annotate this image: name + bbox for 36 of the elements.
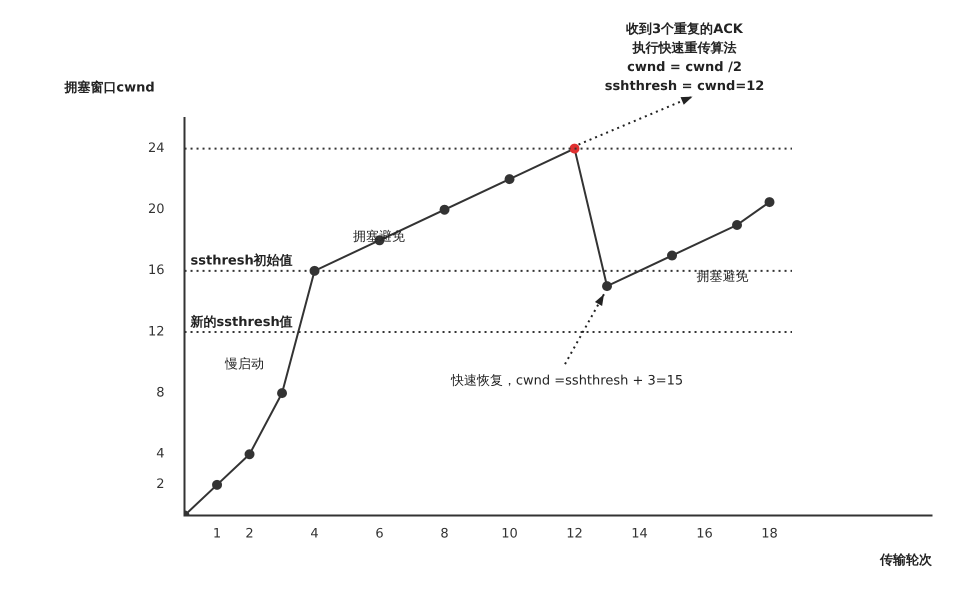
x-tick-label: 8 [440,526,449,542]
x-tick-label: 16 [696,526,713,542]
point [732,220,742,230]
y-tick-label: 12 [148,324,165,340]
point [277,388,288,398]
y-tick-label: 16 [148,263,165,278]
point [244,449,255,460]
point [602,281,612,292]
point [310,266,320,276]
annotation: 慢启动 [224,356,264,372]
x-tick-label: 4 [310,526,319,542]
y-tick-label: 24 [148,140,165,156]
y-tick-label: 8 [156,386,165,400]
point [440,204,450,215]
x-tick-label: 10 [501,526,518,542]
y-tick-label: 20 [148,202,165,218]
point [504,174,515,184]
x-tick-label: 14 [631,526,648,542]
y-tick-label: 4 [156,446,165,462]
x-axis-title: 传输轮次 [879,552,933,568]
x-tick-label: 6 [375,526,384,542]
y-axis-title: 拥塞窗口cwnd [63,79,155,96]
x-tick-label: 18 [761,526,778,542]
annotation: 收到3个重复的ACK 执行快速重传算法 cwnd = cwnd /2 sshthresh = cwnd=12 [604,20,764,94]
annotation: 快速恢复，cwnd =sshthresh + 3=15 [450,374,684,389]
ref-line-label: ssthresh初始值 [190,252,293,269]
y-tick-label: 2 [156,477,165,492]
annotation: 拥塞避免 [696,268,749,284]
point [212,480,222,490]
x-tick-label: 1 [212,526,222,542]
point [570,144,580,154]
x-tick-label: 2 [245,526,254,542]
x-tick-label: 12 [566,526,583,542]
point [764,197,775,208]
ref-line-label: 新的ssthresh值 [190,314,293,330]
point [667,250,678,261]
